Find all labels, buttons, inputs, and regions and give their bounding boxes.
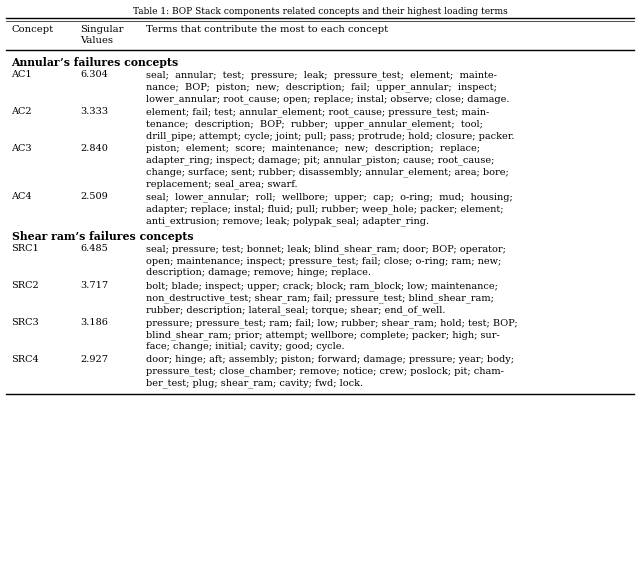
Text: SRC3: SRC3 (12, 318, 39, 327)
Text: bolt; blade; inspect; upper; crack; block; ram_block; low; maintenance;
non_dest: bolt; blade; inspect; upper; crack; bloc… (146, 281, 498, 315)
Text: element; fail; test; annular_element; root_cause; pressure_test; main-
tenance; : element; fail; test; annular_element; ro… (146, 107, 515, 141)
Text: 6.485: 6.485 (80, 244, 108, 253)
Text: 3.717: 3.717 (80, 281, 108, 290)
Text: Table 1: BOP Stack components related concepts and their highest loading terms: Table 1: BOP Stack components related co… (132, 7, 508, 16)
Text: Shear ram’s failures concepts: Shear ram’s failures concepts (12, 231, 193, 242)
Text: seal; pressure; test; bonnet; leak; blind_shear_ram; door; BOP; operator;
open; : seal; pressure; test; bonnet; leak; blin… (146, 244, 506, 277)
Text: 2.927: 2.927 (80, 355, 108, 364)
Text: piston;  element;  score;  maintenance;  new;  description;  replace;
adapter_ri: piston; element; score; maintenance; new… (146, 144, 509, 189)
Text: Terms that contribute the most to each concept: Terms that contribute the most to each c… (146, 25, 388, 34)
Text: SRC4: SRC4 (12, 355, 39, 364)
Text: seal;  lower_annular;  roll;  wellbore;  upper;  cap;  o-ring;  mud;  housing;
a: seal; lower_annular; roll; wellbore; upp… (146, 192, 513, 226)
Text: 3.333: 3.333 (80, 107, 108, 116)
Text: Concept: Concept (12, 25, 54, 34)
Text: AC3: AC3 (12, 144, 32, 153)
Text: Values: Values (80, 36, 113, 45)
Text: seal;  annular;  test;  pressure;  leak;  pressure_test;  element;  mainte-
nanc: seal; annular; test; pressure; leak; pre… (146, 70, 509, 104)
Text: SRC1: SRC1 (12, 244, 39, 253)
Text: pressure; pressure_test; ram; fail; low; rubber; shear_ram; hold; test; BOP;
bli: pressure; pressure_test; ram; fail; low;… (146, 318, 518, 351)
Text: AC1: AC1 (12, 70, 32, 79)
Text: door; hinge; aft; assembly; piston; forward; damage; pressure; year; body;
press: door; hinge; aft; assembly; piston; forw… (146, 355, 514, 388)
Text: SRC2: SRC2 (12, 281, 39, 290)
Text: AC2: AC2 (12, 107, 32, 116)
Text: 2.840: 2.840 (80, 144, 108, 153)
Text: Singular: Singular (80, 25, 124, 34)
Text: 6.304: 6.304 (80, 70, 108, 79)
Text: Annular’s failures concepts: Annular’s failures concepts (12, 57, 179, 68)
Text: 3.186: 3.186 (80, 318, 108, 327)
Text: 2.509: 2.509 (80, 192, 108, 201)
Text: AC4: AC4 (12, 192, 32, 201)
